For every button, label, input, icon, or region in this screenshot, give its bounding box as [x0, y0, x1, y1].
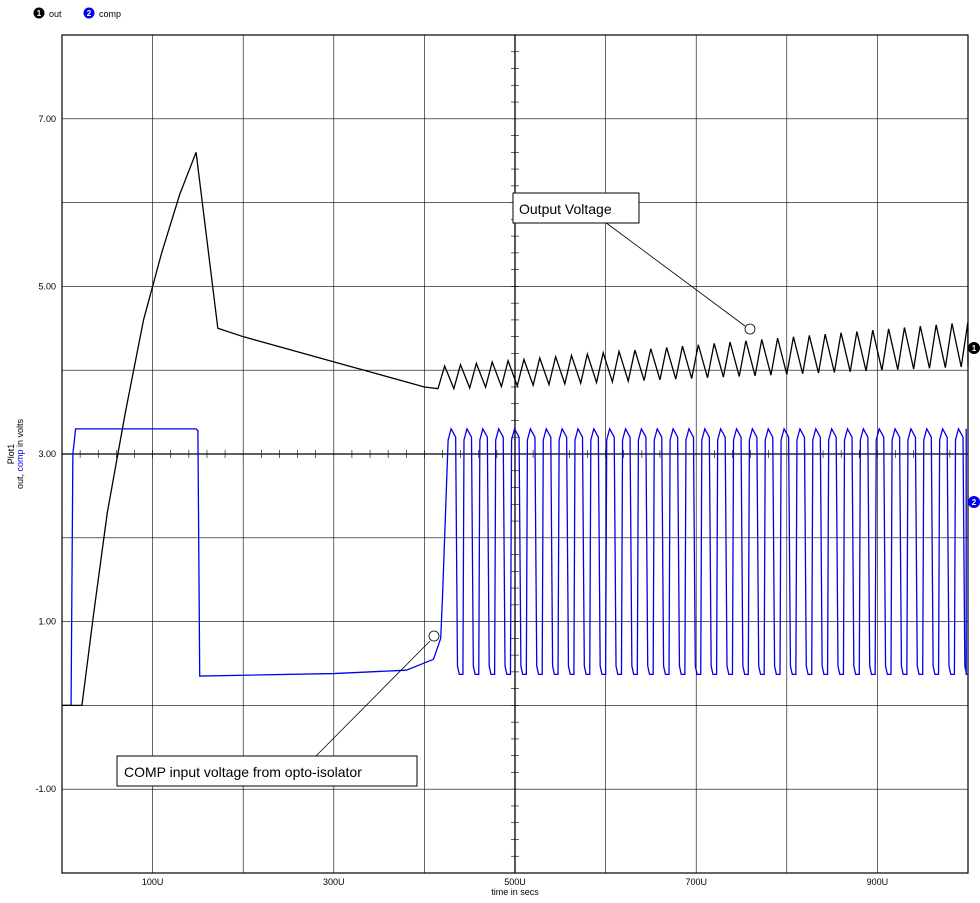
legend-marker-comp	[83, 7, 95, 19]
legend-label-out: out	[49, 9, 62, 19]
legend-marker-out-number: 1	[37, 9, 42, 18]
y-tick-label: 5.00	[38, 281, 56, 291]
legend: 1 out 2 comp	[33, 7, 121, 19]
plot-name: Plot1	[6, 444, 16, 465]
legend-marker-out	[33, 7, 45, 19]
legend-marker-comp-number: 2	[87, 9, 92, 18]
y-tick-label: 3.00	[38, 449, 56, 459]
trace-out	[62, 152, 969, 707]
annotation-output-voltage-text: Output Voltage	[519, 201, 612, 217]
trace-end-marker-out-number: 1	[972, 344, 977, 353]
trace-end-marker-comp: 2	[968, 496, 980, 508]
trace-comp	[62, 427, 968, 707]
y-axis-label-prefix: out,	[15, 472, 25, 490]
y-axis-label-suffix: in volts	[15, 418, 25, 449]
y-tick-label: -1.00	[35, 784, 56, 794]
trace-end-marker-out: 1	[968, 342, 980, 354]
y-axis-label-series: comp	[15, 449, 25, 471]
x-tick-label: 700U	[685, 877, 707, 887]
x-axis-label: time in secs	[491, 887, 539, 897]
annotation-comp-input-text: COMP input voltage from opto-isolator	[124, 764, 362, 780]
y-tick-label: 7.00	[38, 114, 56, 124]
y-tick-labels: -1.00 1.00 3.00 5.00 7.00	[35, 114, 56, 794]
x-tick-label: 900U	[867, 877, 889, 887]
x-tick-label: 100U	[142, 877, 164, 887]
y-tick-label: 1.00	[38, 617, 56, 627]
x-tick-labels: 100U 300U 500U 700U 900U	[142, 877, 888, 887]
annotation-comp-input: COMP input voltage from opto-isolator	[116, 630, 440, 787]
annotation-output-voltage: Output Voltage	[512, 192, 756, 335]
x-tick-label: 300U	[323, 877, 345, 887]
center-axis-ticks	[61, 34, 969, 874]
legend-label-comp: comp	[99, 9, 121, 19]
x-tick-label: 500U	[504, 877, 526, 887]
trace-end-marker-comp-number: 2	[972, 498, 977, 507]
y-axis-label: out, comp in volts	[15, 418, 25, 489]
